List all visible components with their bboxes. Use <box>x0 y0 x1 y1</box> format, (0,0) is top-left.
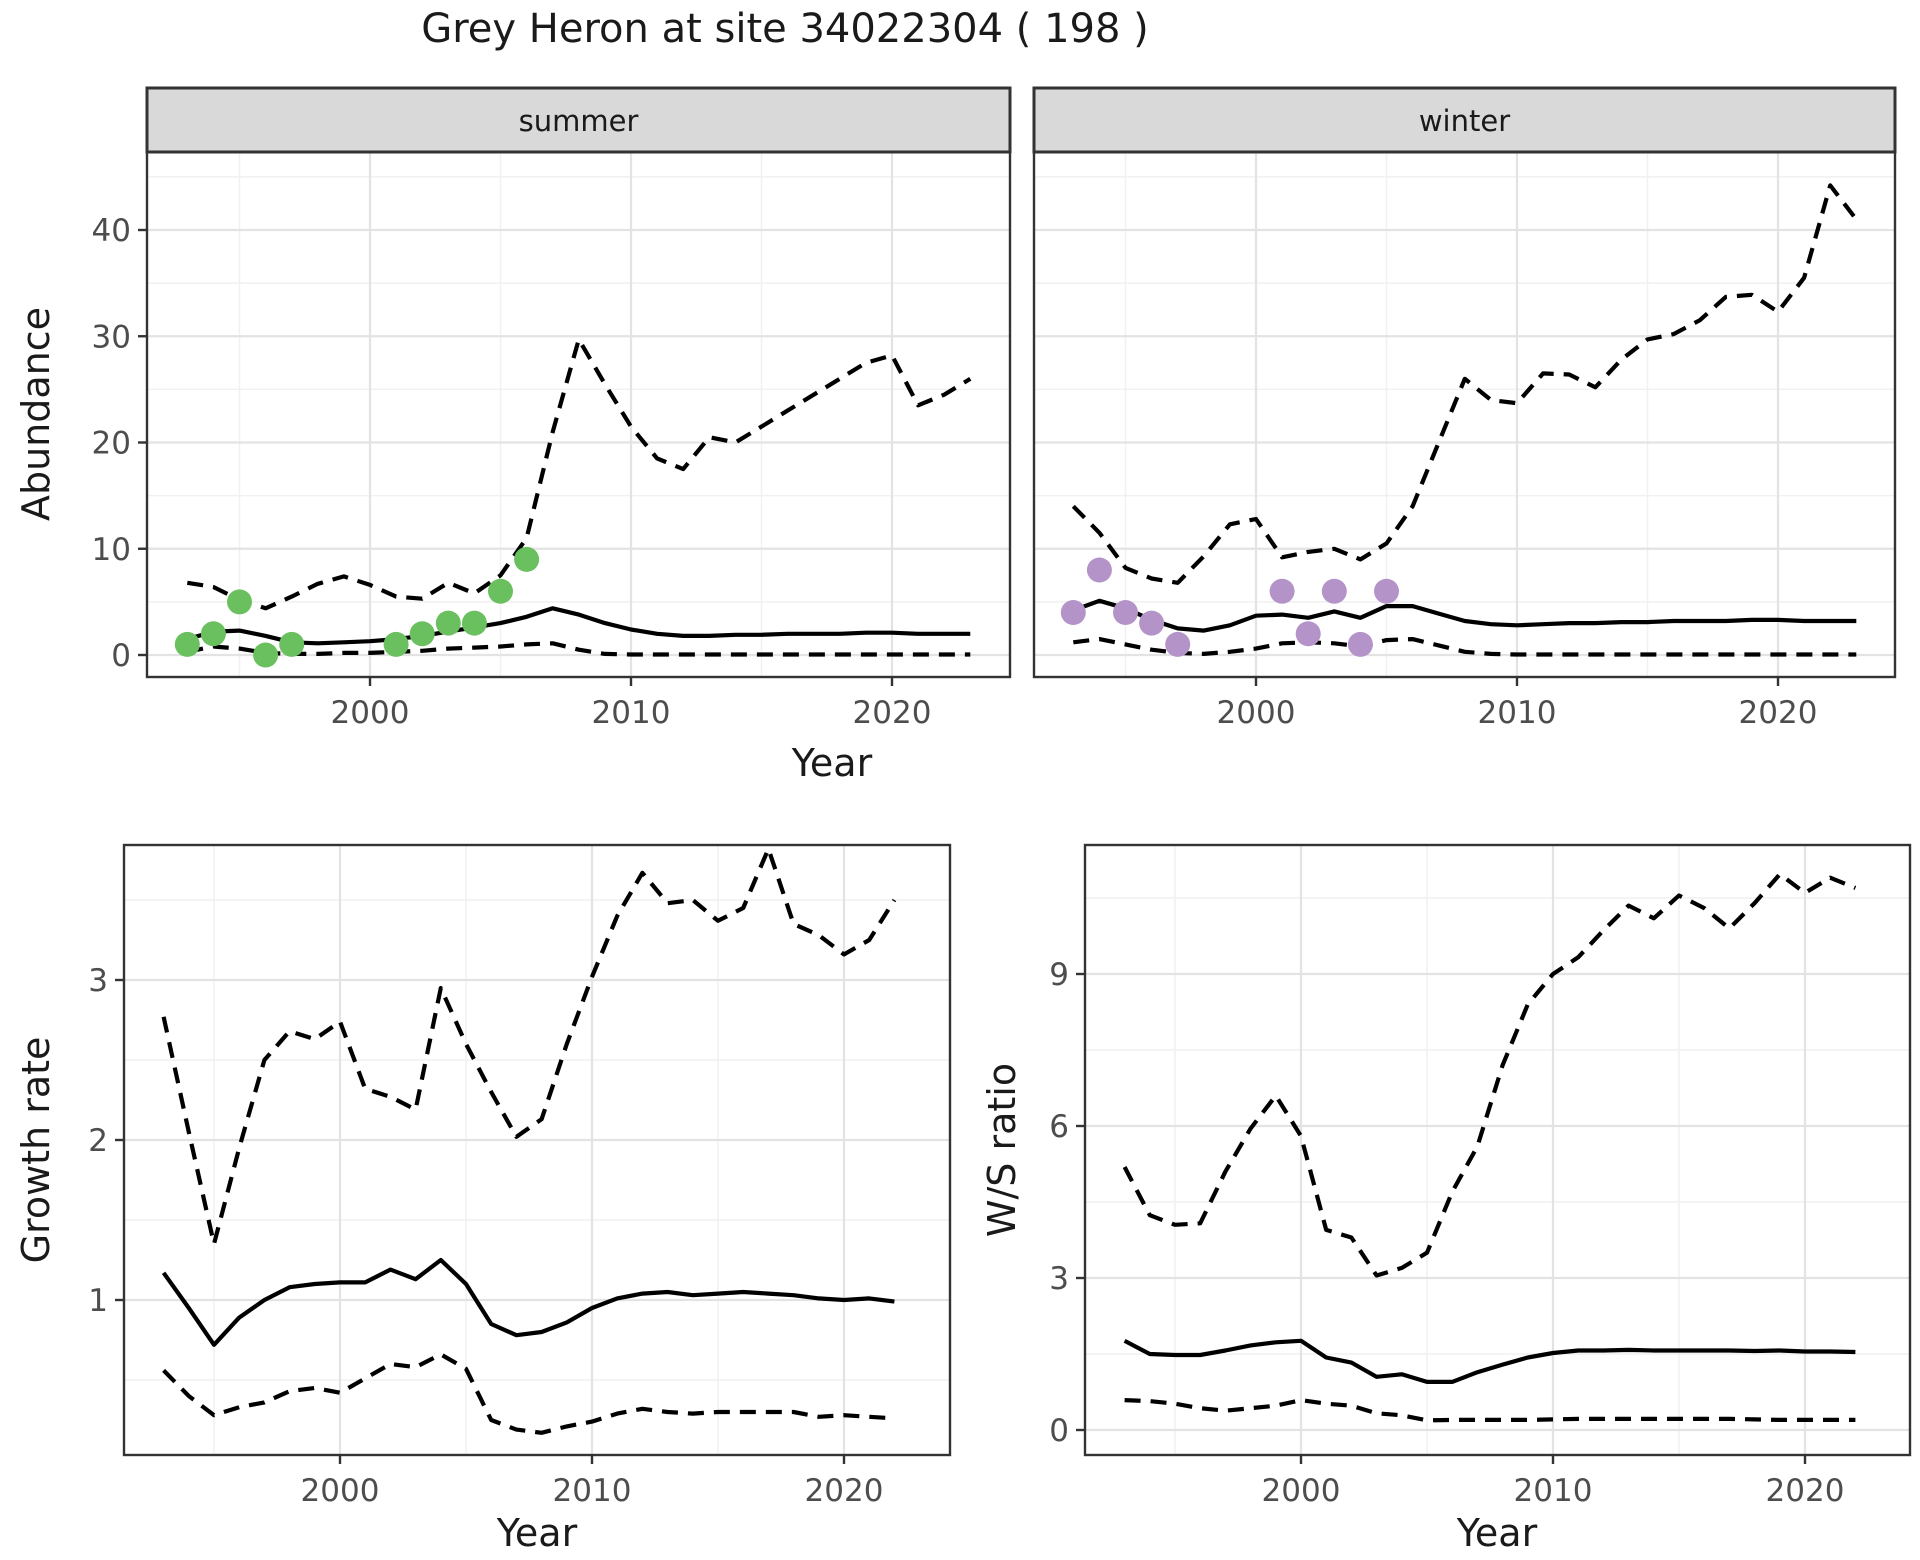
facet-strip <box>145 86 1012 154</box>
x-tick-label: 2000 <box>1217 695 1296 731</box>
y-axis-title-ws-ratio: W/S ratio <box>980 1062 1024 1238</box>
observation-point <box>1165 631 1191 657</box>
observation-point <box>1139 610 1165 636</box>
y-tick-label: 20 <box>92 426 131 462</box>
lower-ci-line <box>1073 637 1857 657</box>
y-tick-label: 9 <box>1049 957 1069 993</box>
observation-point <box>435 610 461 636</box>
observation-point <box>279 631 305 657</box>
panel-growth-rate: 2000 2010 2020 1 2 3 <box>88 843 952 1509</box>
panel-ws-ratio: 2000 2010 2020 0 3 6 9 <box>1049 843 1912 1509</box>
x-tick-label: 2000 <box>301 1473 380 1509</box>
y-tick-label: 1 <box>88 1283 108 1319</box>
x-tick-label: 2020 <box>805 1473 884 1509</box>
observation-point <box>1295 621 1321 647</box>
upper-ci-line <box>1071 183 1858 585</box>
panel-abundance-summer: 2000 2010 2020 0 10 20 30 40 summer <box>92 86 1012 731</box>
x-axis-title-year-bottom-right: Year <box>1456 1511 1538 1555</box>
y-tick-label: 2 <box>88 1123 108 1159</box>
observation-point <box>227 589 252 615</box>
y-tick-label: 10 <box>92 532 131 568</box>
panel-abundance-winter: 2000 2010 2020 winter <box>1032 86 1897 731</box>
upper-ci-line <box>1122 872 1857 1278</box>
x-axis-title-year-bottom-left: Year <box>496 1511 578 1555</box>
observation-point <box>1374 578 1399 604</box>
upper-ci-line <box>186 337 972 611</box>
y-axis-title-abundance: Abundance <box>14 306 58 522</box>
observation-point <box>174 631 200 657</box>
x-tick-label: 2020 <box>1739 695 1818 731</box>
y-tick-label: 3 <box>88 963 108 999</box>
fit-line <box>1072 598 1857 633</box>
y-tick-label: 40 <box>92 213 131 249</box>
x-tick-label: 2020 <box>853 695 932 731</box>
observation-point <box>488 578 513 604</box>
x-axis-title-year-top: Year <box>791 741 873 785</box>
x-tick-label: 2020 <box>1766 1473 1845 1509</box>
x-tick-label: 2010 <box>1478 695 1557 731</box>
y-axis-title-growth-rate: Growth rate <box>14 1036 58 1264</box>
observation-point <box>461 610 487 636</box>
x-tick-label: 2010 <box>553 1473 632 1509</box>
x-tick-label: 2000 <box>1262 1473 1341 1509</box>
fit-line <box>186 606 971 646</box>
panel-bg <box>124 845 950 1455</box>
observation-point <box>514 546 540 572</box>
fit-line <box>161 1257 895 1347</box>
upper-ci-line <box>161 846 897 1247</box>
x-tick-label: 2000 <box>331 695 410 731</box>
x-tick-label: 2010 <box>1514 1473 1593 1509</box>
observation-point <box>1321 578 1347 604</box>
panel-bg <box>147 152 1010 677</box>
observation-point <box>1347 631 1373 657</box>
observation-point <box>1269 578 1295 604</box>
fit-line <box>1123 1338 1856 1384</box>
x-tick-label: 2010 <box>592 695 671 731</box>
panel-border <box>122 843 952 1457</box>
y-tick-label: 0 <box>111 638 131 674</box>
panel-bg <box>1034 152 1895 677</box>
observation-point <box>1113 600 1138 625</box>
y-tick-label: 0 <box>1049 1413 1069 1449</box>
lower-ci-line <box>186 641 971 657</box>
observation-point <box>200 621 226 647</box>
observation-point <box>253 642 279 668</box>
observation-point <box>409 621 435 647</box>
panel-bg <box>1085 845 1910 1455</box>
y-tick-label: 3 <box>1049 1261 1069 1297</box>
panel-border <box>1083 843 1912 1457</box>
observation-point <box>383 631 409 657</box>
figure-title: Grey Heron at site 34022304 ( 198 ) <box>421 6 1149 52</box>
facet-strip-label: winter <box>1419 104 1510 138</box>
y-tick-label: 6 <box>1049 1109 1069 1145</box>
observation-point <box>1086 557 1112 583</box>
facet-strip-label: summer <box>519 104 639 138</box>
y-tick-label: 30 <box>92 319 131 355</box>
lower-ci-line <box>162 1352 895 1435</box>
observation-point <box>1060 600 1086 625</box>
lower-ci-line <box>1124 1398 1856 1423</box>
facet-strip <box>1032 86 1897 154</box>
